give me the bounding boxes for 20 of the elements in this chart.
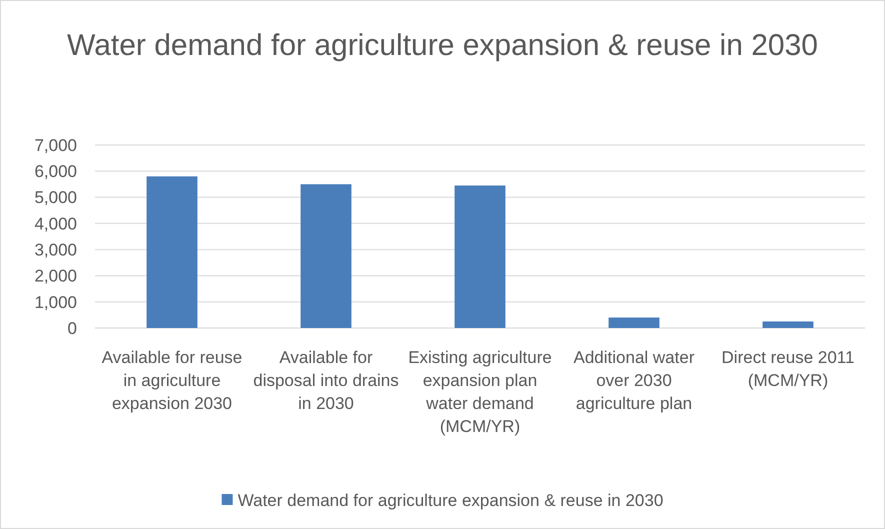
y-tick-label: 4,000 [34,214,77,234]
y-tick-label: 0 [68,318,77,338]
y-tick-label: 6,000 [34,162,77,182]
x-tick-label: Direct reuse 2011 (MCM/YR) [722,348,854,390]
bar [762,321,814,328]
chart-title: Water demand for agriculture expansion & reuse in 2030 [67,29,818,62]
y-tick-label: 3,000 [34,240,77,260]
bar [300,184,352,328]
y-tick-label: 5,000 [34,188,77,208]
y-tick-label: 1,000 [34,292,77,312]
x-tick-label: Available for reuse in agriculture expansion 2030 [102,348,242,413]
legend-label: Water demand for agriculture expansion & reuse in 2030 [238,490,664,510]
bar [146,176,198,328]
x-tick-label: Existing agriculture expansion plan water demand (MCM/YR) [408,348,552,436]
bar [608,318,660,328]
x-tick-label: Available for disposal into drains in 2030 [253,348,399,413]
x-tick-label: Additional water over 2030 agriculture plan [574,348,695,413]
y-tick-label: 7,000 [34,136,77,155]
bar [454,186,506,328]
y-tick-label: 2,000 [34,266,77,286]
